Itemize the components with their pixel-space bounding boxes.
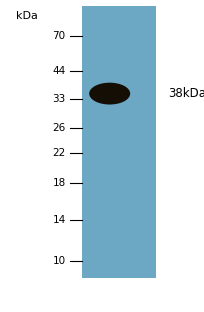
Text: 38kDa: 38kDa [167,87,204,100]
Text: 33: 33 [52,94,65,104]
Text: 44: 44 [52,66,65,76]
Text: 18: 18 [52,178,65,188]
Text: 22: 22 [52,148,65,158]
Text: 10: 10 [52,256,65,266]
Ellipse shape [89,83,130,105]
Text: 14: 14 [52,215,65,225]
Text: 70: 70 [52,31,65,41]
Text: kDa: kDa [16,11,37,21]
Bar [82,6,155,278]
Text: 26: 26 [52,123,65,133]
